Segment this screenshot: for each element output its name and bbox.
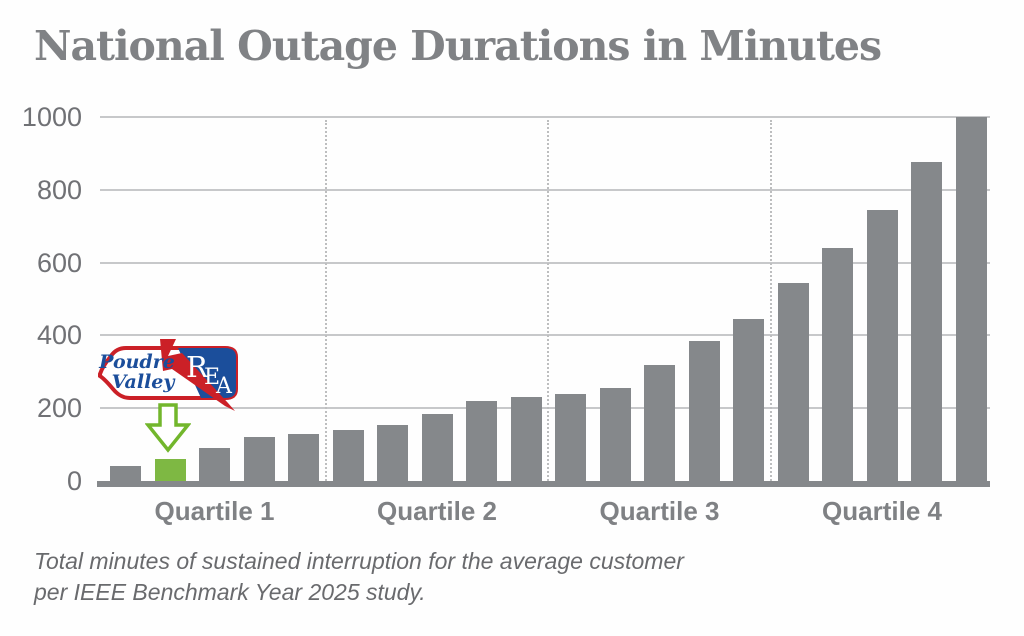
chart-title: National Outage Durations in Minutes [34,22,882,70]
bar-6 [332,430,364,481]
bar-7 [377,425,408,481]
gridline-800 [100,188,990,191]
down-arrow-shape [145,403,191,453]
pvrea-logo: Poudre Valley R E A [98,339,238,411]
gridline-1000 [100,116,990,118]
gridline-600 [100,261,990,264]
quartile-divider-2 [547,120,549,481]
down-arrow-icon [145,403,191,453]
quartile-divider-3 [769,120,772,481]
bar-1 [110,466,141,481]
y-axis-tick-label-600: 600 [36,247,82,278]
quartile-divider-1 [324,120,327,481]
logo-letter-a: A [215,374,233,399]
bar-13 [644,365,675,481]
bar-4 [243,437,275,481]
logo-letter-r: R [186,350,209,384]
logo-text-poudre: Poudre [98,351,175,373]
bar-10 [510,397,542,481]
x-axis-group-label-3: Quartile 3 [599,496,720,526]
bar-14 [688,341,720,481]
bar-19 [911,162,942,481]
x-axis-baseline [97,481,990,487]
logo-letter-e: E [204,365,220,390]
bar-15 [733,319,764,481]
gridline-200 [100,407,990,410]
bar-9 [466,401,497,481]
y-axis-tick-label-800: 800 [36,174,82,205]
x-axis-group-label-1: Quartile 1 [154,496,275,526]
y-axis-tick-label-200: 200 [36,393,82,424]
bar-5 [288,434,319,481]
y-axis-tick-label-0: 0 [66,466,82,496]
bar-11 [555,394,586,481]
y-axis-tick-label-1000: 1000 [21,102,82,132]
bar-16 [777,283,809,481]
x-axis-group-label-4: Quartile 4 [822,496,942,526]
caption: Total minutes of sustained interruption … [34,546,854,608]
plot-area: 0 200 400 600 800 1000 [22,103,990,495]
bar-3 [199,448,230,481]
y-axis-tick-label-400: 400 [36,320,82,351]
caption-line-2: per IEEE Benchmark Year 2025 study. [34,579,426,605]
bar-17 [822,248,853,481]
x-axis-group-label-2: Quartile 2 [377,496,497,526]
caption-line-1: Total minutes of sustained interruption … [34,548,684,574]
bar-18 [866,210,898,481]
gridline-400 [100,334,990,337]
bar-20 [955,117,987,481]
logo-text-valley: Valley [112,371,177,393]
highlighted-bar-pvrea [154,459,186,481]
logo-blue-panel [178,348,236,398]
bar-12 [599,388,631,481]
bar-8 [421,414,453,481]
logo-lightning-bolt-icon [160,339,235,411]
